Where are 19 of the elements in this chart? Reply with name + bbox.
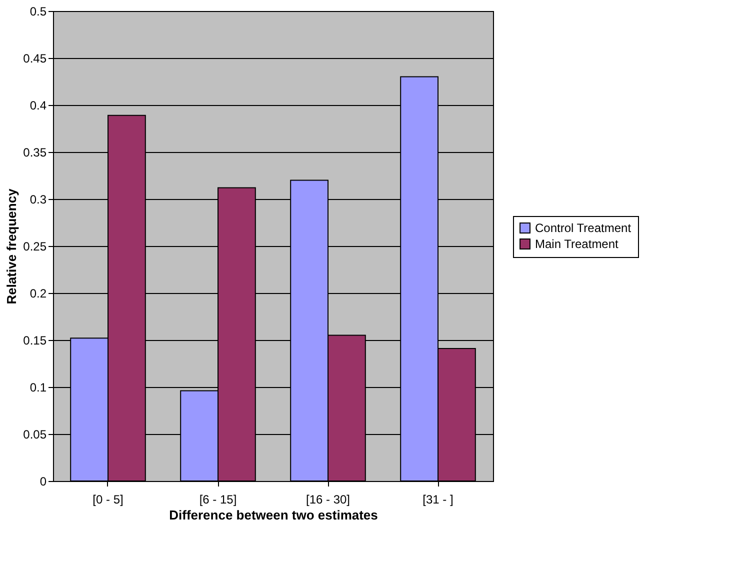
x-axis-title: Difference between two estimates — [169, 508, 378, 522]
y-tick-label: 0.4 — [30, 98, 47, 112]
x-tick-label: [6 - 15] — [199, 492, 237, 506]
x-tick-label: [31 - ] — [422, 492, 454, 506]
y-tick-label: 0.35 — [23, 146, 47, 160]
y-tick-label: 0.25 — [23, 240, 47, 254]
x-tick-label: [16 - 30] — [306, 492, 350, 506]
y-tick-label: 0 — [40, 474, 47, 488]
y-tick-label: 0.2 — [30, 286, 47, 300]
y-tick-label: 0.15 — [23, 334, 47, 348]
y-axis-title: Relative frequency — [4, 188, 20, 304]
y-tick-label: 0.5 — [30, 4, 47, 18]
y-tick-label: 0.05 — [23, 428, 47, 442]
legend-label: Main Treatment — [535, 237, 620, 251]
x-tick-label: [0 - 5] — [92, 492, 124, 506]
y-tick-label: 0.45 — [23, 52, 47, 66]
y-tick-label: 0.3 — [30, 192, 47, 206]
y-tick-label: 0.1 — [30, 380, 47, 394]
legend-label: Control Treatment — [535, 221, 632, 235]
